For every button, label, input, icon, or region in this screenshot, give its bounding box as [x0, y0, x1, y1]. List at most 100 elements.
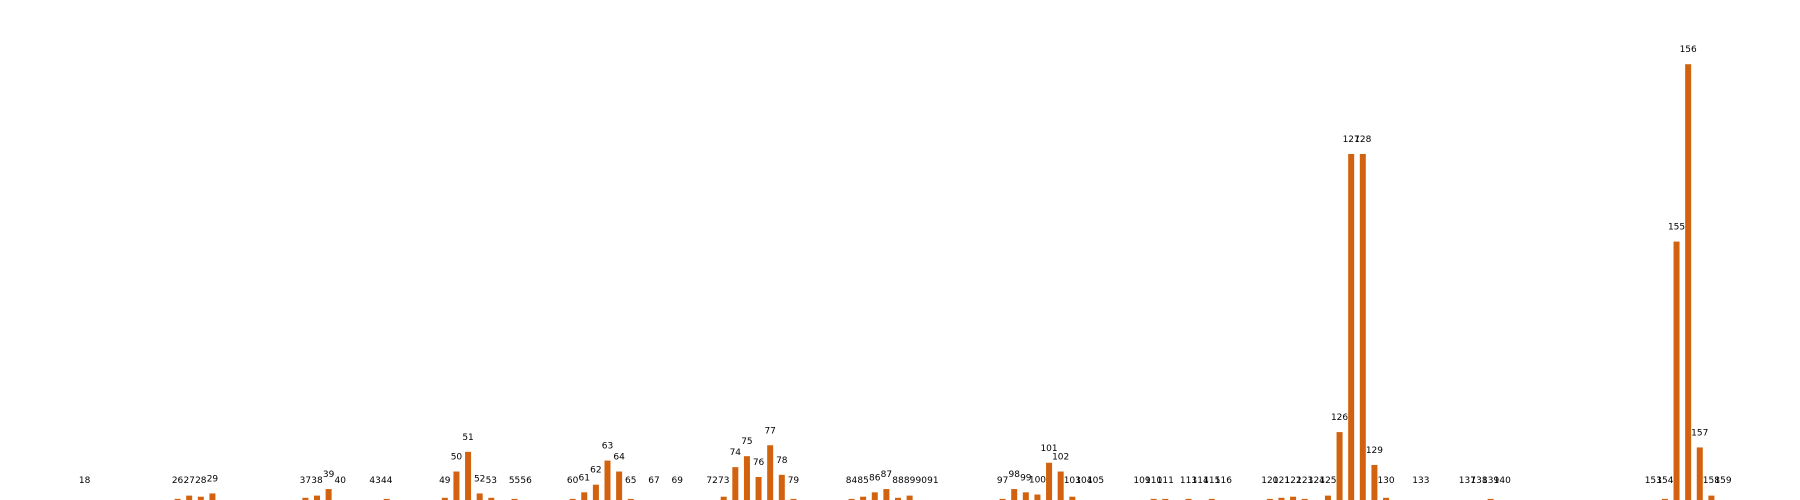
- bar-label-133: 133: [1412, 476, 1429, 486]
- bar-49: [441, 497, 448, 500]
- bar-label-50: 50: [451, 453, 463, 463]
- bar-label-51: 51: [462, 433, 473, 443]
- bar-85: [860, 496, 867, 500]
- bar-111: [1162, 498, 1169, 500]
- bar-60: [569, 498, 576, 500]
- bar-76: [755, 477, 762, 500]
- bar-128: [1359, 153, 1366, 500]
- bar-label-140: 140: [1494, 476, 1511, 486]
- bar-label-61: 61: [579, 473, 590, 483]
- bar-27: [186, 495, 193, 500]
- bar-label-56: 56: [520, 476, 532, 486]
- bar-label-64: 64: [613, 453, 625, 463]
- bar-label-87: 87: [881, 470, 892, 480]
- bar-label-28: 28: [195, 476, 207, 486]
- bar-label-157: 157: [1691, 428, 1708, 438]
- bar-label-86: 86: [869, 473, 881, 483]
- bar-label-18: 18: [79, 476, 91, 486]
- bar-87: [883, 489, 890, 500]
- bar-label-63: 63: [602, 442, 613, 452]
- bar-139: [1487, 498, 1494, 500]
- bar-label-52: 52: [474, 474, 485, 484]
- bar-label-109: 109: [1133, 476, 1150, 486]
- bar-label-124: 124: [1308, 476, 1325, 486]
- bar-157: [1696, 447, 1703, 500]
- bar-label-125: 125: [1319, 476, 1336, 486]
- bar-29: [209, 493, 216, 500]
- bar-label-100: 100: [1029, 476, 1046, 486]
- bar-label-137: 137: [1459, 476, 1476, 486]
- bar-86: [871, 492, 878, 500]
- bar-28: [197, 496, 204, 500]
- bar-label-76: 76: [753, 458, 765, 468]
- bar-label-37: 37: [300, 476, 311, 486]
- bar-label-155: 155: [1668, 223, 1685, 233]
- bar-label-121: 121: [1273, 476, 1290, 486]
- bar-label-67: 67: [648, 476, 659, 486]
- bar-label-104: 104: [1075, 476, 1092, 486]
- bar-84: [848, 498, 855, 500]
- bar-label-128: 128: [1354, 135, 1371, 145]
- bar-label-73: 73: [718, 476, 729, 486]
- bar-38: [314, 495, 320, 500]
- bar-122: [1290, 496, 1297, 500]
- bar-label-126: 126: [1331, 413, 1348, 423]
- bar-158: [1708, 495, 1715, 500]
- bar-label-26: 26: [172, 476, 184, 486]
- bar-label-29: 29: [207, 474, 219, 484]
- bar-label-49: 49: [439, 476, 451, 486]
- bar-label-53: 53: [486, 476, 497, 486]
- bar-156: [1685, 64, 1692, 500]
- bar-label-102: 102: [1052, 453, 1069, 463]
- bar-113: [1185, 498, 1192, 500]
- bar-label-40: 40: [335, 476, 347, 486]
- bar-115: [1208, 498, 1215, 500]
- bar-label-156: 156: [1680, 45, 1697, 55]
- bar-label-39: 39: [323, 470, 335, 480]
- bar-125: [1324, 495, 1331, 500]
- bar-65: [627, 498, 634, 500]
- bar-98: [1011, 489, 1018, 500]
- bar-74: [732, 467, 739, 500]
- bar-label-98: 98: [1008, 470, 1020, 480]
- bar-44: [383, 498, 390, 500]
- bar-label-154: 154: [1656, 476, 1673, 486]
- bar-label-89: 89: [904, 476, 916, 486]
- bar-37: [302, 497, 309, 500]
- bar-label-103: 103: [1064, 476, 1081, 486]
- bar-154: [1661, 498, 1668, 500]
- bar-100: [1034, 494, 1041, 500]
- bar-label-88: 88: [892, 476, 904, 486]
- bar-label-159: 159: [1714, 476, 1731, 486]
- bar-39: [325, 489, 332, 500]
- bar-label-44: 44: [381, 476, 393, 486]
- bar-label-115: 115: [1203, 476, 1220, 486]
- bar-73: [720, 496, 727, 500]
- bar-51: [465, 451, 472, 500]
- bar-label-110: 110: [1145, 476, 1162, 486]
- bar-129: [1371, 464, 1378, 500]
- bar-53: [488, 497, 495, 500]
- bar-123: [1301, 498, 1308, 500]
- bar-110: [1150, 498, 1157, 500]
- bar-89: [906, 495, 913, 500]
- bar-label-62: 62: [590, 466, 601, 476]
- bar-88: [895, 497, 901, 500]
- bar-label-116: 116: [1215, 476, 1232, 486]
- bar-label-122: 122: [1284, 476, 1301, 486]
- bar-label-139: 139: [1482, 476, 1499, 486]
- bar-label-84: 84: [846, 476, 858, 486]
- bar-62: [592, 484, 599, 500]
- bar-label-43: 43: [369, 476, 380, 486]
- bar-label-78: 78: [776, 456, 788, 466]
- bar-label-55: 55: [509, 476, 520, 486]
- bar-label-65: 65: [625, 476, 636, 486]
- bar-97: [999, 498, 1006, 500]
- bar-63: [604, 460, 611, 500]
- bar-50: [453, 471, 460, 500]
- bar-label-75: 75: [741, 437, 752, 447]
- bar-label-69: 69: [671, 476, 683, 486]
